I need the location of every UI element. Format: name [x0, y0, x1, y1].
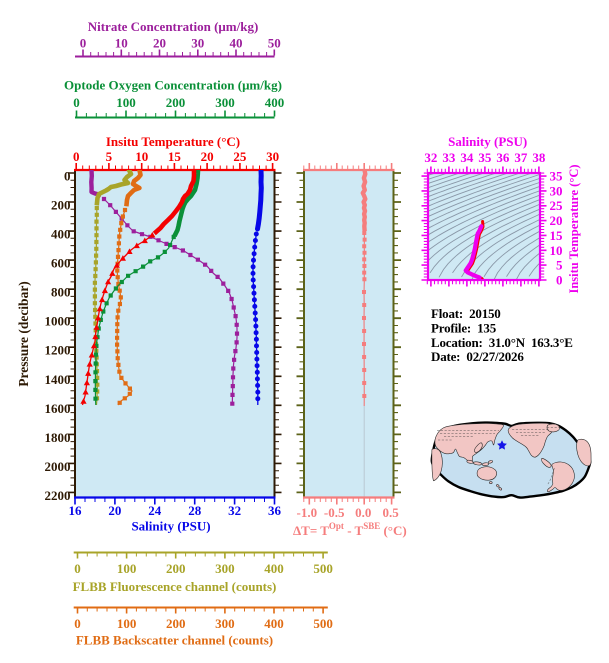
- svg-text:30: 30: [550, 183, 563, 198]
- svg-text:28: 28: [188, 503, 202, 518]
- svg-text:0: 0: [74, 616, 81, 631]
- svg-text:5: 5: [106, 149, 113, 164]
- svg-text:15: 15: [168, 149, 182, 164]
- svg-text:37: 37: [514, 150, 528, 165]
- svg-text:FLBB Fluorescence channel (cou: FLBB Fluorescence channel (counts): [73, 579, 277, 594]
- svg-text:2000: 2000: [45, 459, 71, 474]
- svg-text:200: 200: [51, 198, 71, 213]
- svg-text:32: 32: [228, 503, 241, 518]
- svg-text:400: 400: [265, 95, 285, 110]
- svg-text:300: 300: [215, 561, 235, 576]
- svg-text:36: 36: [496, 150, 510, 165]
- svg-text:25: 25: [233, 149, 247, 164]
- svg-text:Pressure (decibar): Pressure (decibar): [16, 281, 31, 387]
- svg-text:10: 10: [550, 243, 563, 258]
- svg-text:Insitu Temperature (°C): Insitu Temperature (°C): [567, 164, 581, 293]
- svg-text:200: 200: [166, 616, 186, 631]
- svg-text:30: 30: [191, 36, 204, 51]
- svg-text:0: 0: [73, 95, 80, 110]
- svg-text:33: 33: [442, 150, 456, 165]
- svg-text:0: 0: [64, 169, 71, 184]
- svg-text:20: 20: [153, 36, 166, 51]
- svg-text:5: 5: [556, 258, 563, 273]
- svg-text:200: 200: [166, 95, 186, 110]
- svg-text:20: 20: [550, 213, 563, 228]
- svg-text:50: 50: [268, 36, 281, 51]
- svg-text:Insitu Temperature (°C): Insitu Temperature (°C): [106, 134, 240, 149]
- svg-text:Date: 02/27/2026: Date: 02/27/2026: [431, 349, 524, 364]
- svg-text:24: 24: [148, 503, 162, 518]
- svg-text:32: 32: [424, 150, 437, 165]
- svg-text:1600: 1600: [45, 401, 71, 416]
- svg-text:35: 35: [478, 150, 492, 165]
- svg-text:35: 35: [550, 169, 564, 184]
- svg-text:Nitrate Concentration (μm/kg): Nitrate Concentration (μm/kg): [88, 19, 259, 34]
- svg-text:36: 36: [268, 503, 282, 518]
- svg-text:ΔT= TOpt - TSBE (°C): ΔT= TOpt - TSBE (°C): [293, 521, 407, 538]
- svg-text:0: 0: [80, 36, 87, 51]
- svg-text:800: 800: [51, 285, 71, 300]
- svg-text:10: 10: [135, 149, 148, 164]
- svg-text:100: 100: [117, 616, 137, 631]
- svg-text:400: 400: [51, 227, 71, 242]
- svg-text:40: 40: [230, 36, 243, 51]
- svg-text:16: 16: [69, 503, 83, 518]
- svg-text:-0.5: -0.5: [324, 505, 345, 520]
- svg-text:Location: 31.0°N 163.3°E: Location: 31.0°N 163.3°E: [431, 335, 573, 350]
- svg-text:0: 0: [74, 561, 81, 576]
- svg-text:500: 500: [313, 561, 333, 576]
- svg-text:20: 20: [201, 149, 214, 164]
- svg-text:500: 500: [313, 616, 333, 631]
- svg-text:600: 600: [51, 256, 71, 271]
- svg-text:Salinity (PSU): Salinity (PSU): [448, 134, 527, 149]
- svg-text:30: 30: [266, 149, 279, 164]
- svg-text:2200: 2200: [45, 488, 71, 503]
- svg-text:0: 0: [556, 273, 563, 288]
- svg-text:100: 100: [117, 561, 137, 576]
- svg-text:20: 20: [108, 503, 121, 518]
- svg-text:1000: 1000: [45, 314, 71, 329]
- svg-text:Profile: 135: Profile: 135: [431, 320, 497, 335]
- svg-text:25: 25: [550, 198, 564, 213]
- svg-text:0.5: 0.5: [382, 505, 399, 520]
- svg-text:10: 10: [115, 36, 128, 51]
- svg-text:0: 0: [73, 149, 80, 164]
- svg-text:300: 300: [215, 616, 235, 631]
- svg-text:-1.0: -1.0: [297, 505, 318, 520]
- svg-text:0.0: 0.0: [355, 505, 371, 520]
- svg-text:400: 400: [264, 561, 284, 576]
- svg-text:FLBB Backscatter channel (coun: FLBB Backscatter channel (counts): [76, 633, 273, 648]
- svg-text:38: 38: [532, 150, 546, 165]
- svg-text:1400: 1400: [45, 372, 71, 387]
- svg-text:400: 400: [264, 616, 284, 631]
- svg-text:15: 15: [550, 228, 564, 243]
- svg-text:300: 300: [215, 95, 235, 110]
- svg-text:200: 200: [166, 561, 186, 576]
- svg-text:100: 100: [116, 95, 136, 110]
- svg-text:34: 34: [460, 150, 474, 165]
- svg-text:Salinity (PSU): Salinity (PSU): [131, 519, 210, 534]
- svg-text:1800: 1800: [45, 430, 71, 445]
- svg-text:Float: 20150: Float: 20150: [431, 306, 501, 321]
- svg-text:1200: 1200: [45, 343, 71, 358]
- svg-text:Optode Oxygen Concentration (μ: Optode Oxygen Concentration (μm/kg): [64, 78, 282, 93]
